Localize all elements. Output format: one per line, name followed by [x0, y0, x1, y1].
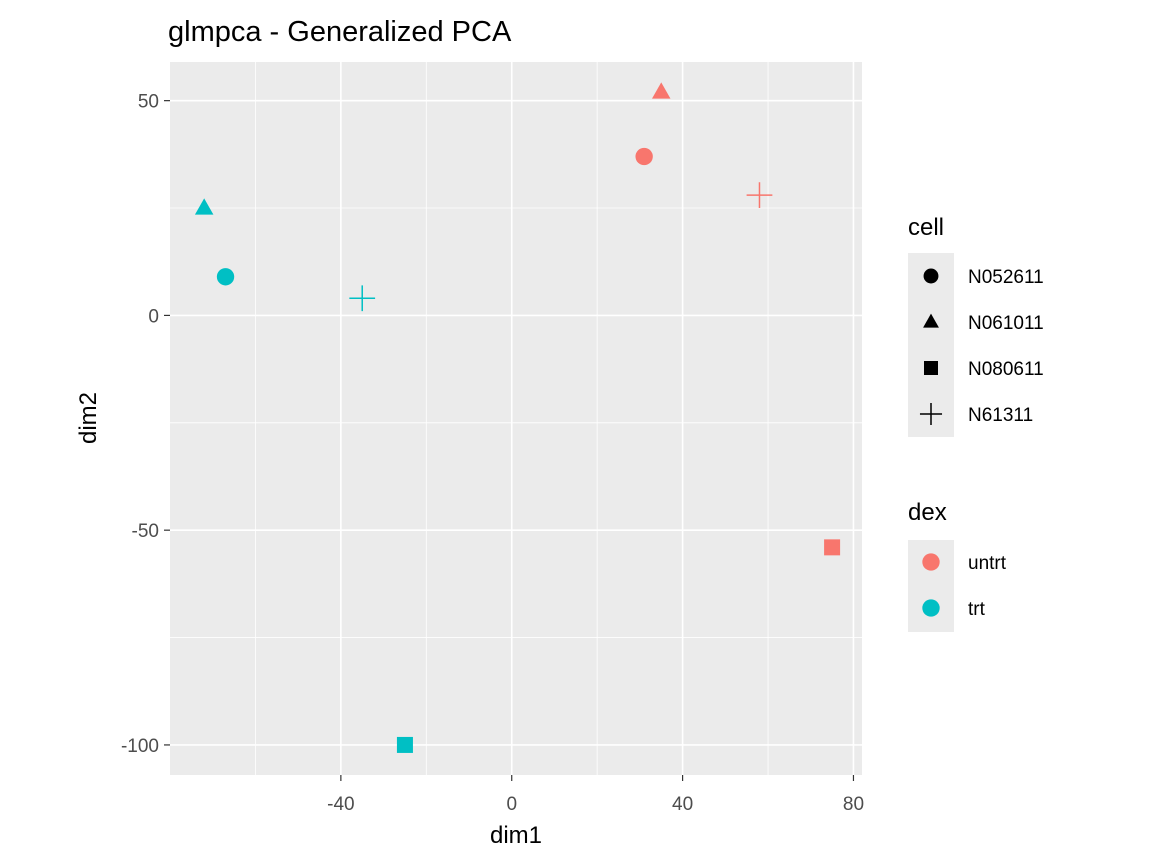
data-point [216, 268, 235, 286]
data-point [396, 736, 413, 753]
grid-major [170, 62, 862, 775]
legend-cell-items: N052611 N061011 N080611 N61311 [919, 267, 1044, 426]
x-tick-label: -40 [327, 794, 354, 815]
legend-cell-title: cell [908, 214, 944, 241]
legend-dex-label: trt [968, 599, 986, 620]
legend-key-color [922, 553, 940, 571]
y-tick-label: -100 [121, 736, 159, 757]
legend-cell: cell N052611 N061011 N080611 N61311 [908, 214, 1044, 437]
data-point [651, 82, 671, 99]
x-tick-label: 0 [506, 794, 517, 815]
x-tick-label: 80 [843, 794, 864, 815]
data-point [746, 182, 773, 209]
y-tick-label: 0 [148, 306, 159, 327]
legend-cell-label: N052611 [968, 267, 1044, 288]
legend-key-color [922, 599, 940, 617]
x-axis-ticks: -40 0 40 80 [327, 775, 864, 815]
y-axis-ticks: -100 -50 0 50 [121, 92, 170, 757]
legend-dex-title: dex [908, 499, 947, 526]
legend-cell-label: N061011 [968, 313, 1044, 334]
data-points [194, 82, 841, 753]
chart-title: glmpca - Generalized PCA [168, 16, 512, 48]
legend-dex-label: untrt [968, 553, 1007, 574]
data-point [635, 147, 653, 166]
y-tick-label: -50 [132, 521, 159, 542]
legend-dex-items: untrt trt [922, 553, 1007, 620]
legend-cell-label: N61311 [968, 405, 1033, 426]
legend-key-plus [919, 402, 943, 426]
y-axis-title: dim2 [75, 392, 102, 444]
x-tick-label: 40 [672, 794, 693, 815]
grid-minor [170, 62, 862, 775]
legend-dex: dex untrt trt [908, 499, 1007, 632]
x-axis-title: dim1 [490, 822, 542, 849]
data-point [194, 198, 214, 215]
legend-cell-label: N080611 [968, 359, 1044, 380]
legend-key-circle [923, 268, 939, 284]
data-point [824, 539, 841, 556]
legend-key-square [924, 361, 938, 375]
data-point [349, 285, 376, 312]
legend-key-triangle [923, 313, 939, 328]
y-tick-label: 50 [138, 92, 159, 113]
plot-panel [170, 62, 862, 775]
